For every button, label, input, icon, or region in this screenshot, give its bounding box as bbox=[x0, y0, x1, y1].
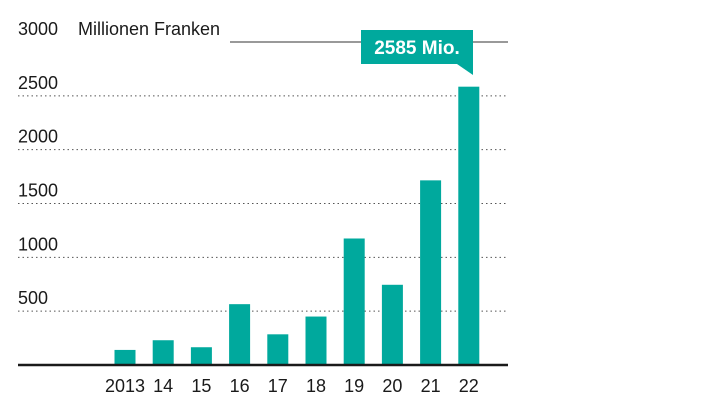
bar-18 bbox=[305, 316, 327, 365]
bar-19 bbox=[343, 238, 365, 365]
value-callout: 2585 Mio. bbox=[361, 30, 473, 75]
x-tick-label-16: 16 bbox=[230, 376, 250, 396]
y-tick-label-3000: 3000 bbox=[18, 19, 58, 39]
x-axis-tick-labels: 2013 14 15 16 17 18 19 20 21 22 bbox=[105, 376, 479, 396]
bar-16 bbox=[229, 304, 251, 365]
x-tick-label-20: 20 bbox=[382, 376, 402, 396]
x-tick-label-17: 17 bbox=[268, 376, 288, 396]
bar-2013 bbox=[114, 349, 136, 365]
x-tick-label-14: 14 bbox=[153, 376, 173, 396]
callout-pointer bbox=[457, 64, 473, 75]
x-tick-label-19: 19 bbox=[344, 376, 364, 396]
x-tick-label-18: 18 bbox=[306, 376, 326, 396]
x-tick-label-2013: 2013 bbox=[105, 376, 145, 396]
x-tick-label-21: 21 bbox=[421, 376, 441, 396]
bars bbox=[114, 86, 480, 365]
bar-20 bbox=[381, 284, 403, 365]
x-tick-label-22: 22 bbox=[459, 376, 479, 396]
bar-21 bbox=[420, 180, 442, 365]
y-tick-label-1500: 1500 bbox=[18, 181, 58, 201]
bar-14 bbox=[152, 340, 174, 365]
unit-label: Millionen Franken bbox=[78, 19, 220, 39]
bar-15 bbox=[190, 347, 212, 365]
y-tick-label-500: 500 bbox=[18, 288, 48, 308]
callout-box bbox=[361, 30, 473, 64]
y-axis-tick-labels: 500 1000 1500 2000 2500 3000 bbox=[18, 19, 58, 308]
y-tick-label-2500: 2500 bbox=[18, 73, 58, 93]
bar-17 bbox=[267, 334, 289, 365]
y-tick-label-2000: 2000 bbox=[18, 127, 58, 147]
callout-text: 2585 Mio. bbox=[374, 38, 460, 59]
bar-22 bbox=[458, 86, 480, 365]
y-tick-label-1000: 1000 bbox=[18, 234, 58, 254]
x-tick-label-15: 15 bbox=[191, 376, 211, 396]
